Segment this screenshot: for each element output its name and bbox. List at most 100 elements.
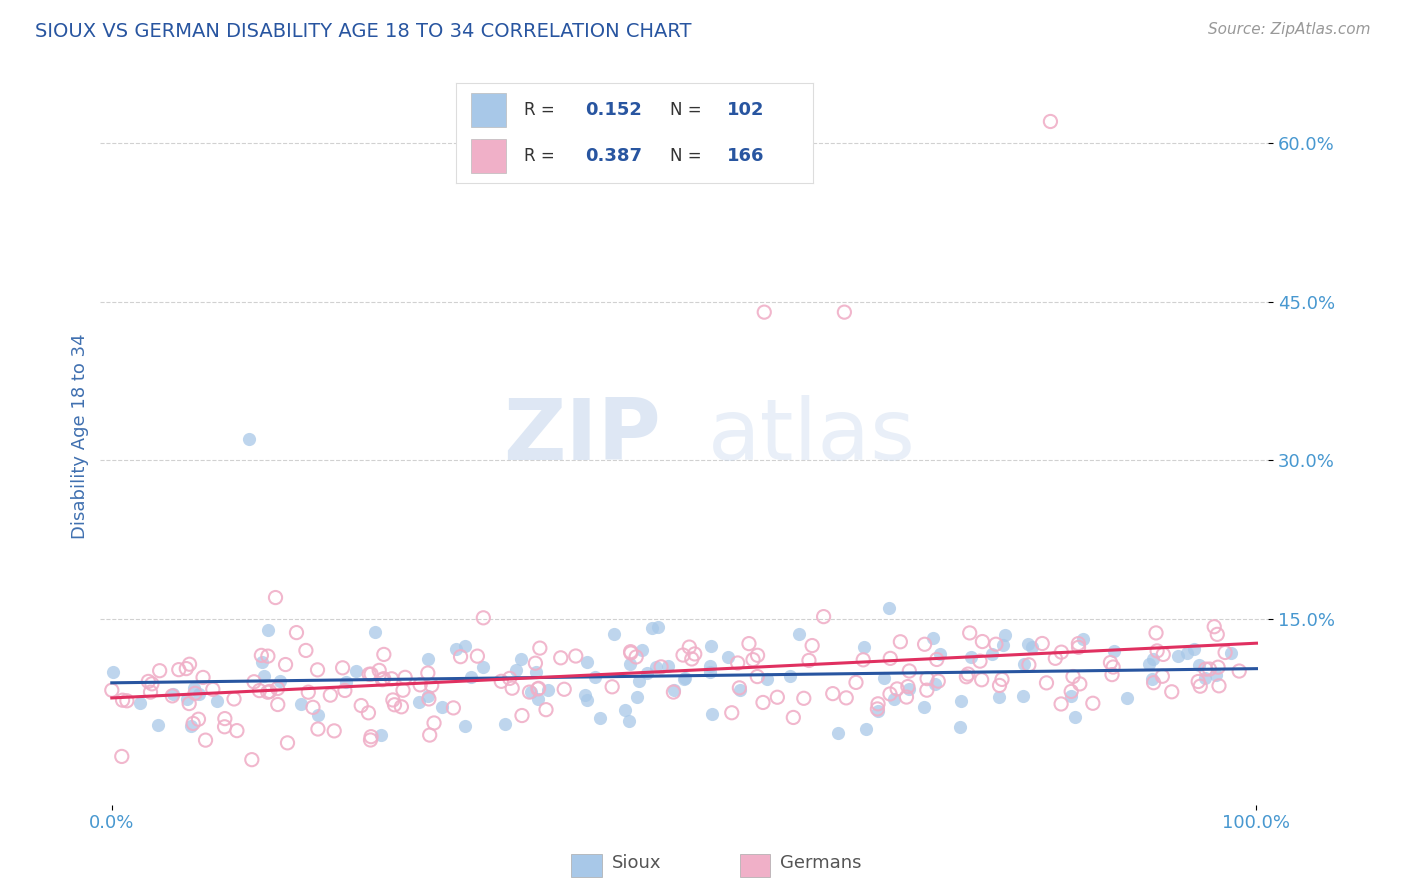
Point	[879, 651, 901, 665]
Point	[373, 672, 395, 686]
Point	[253, 668, 276, 682]
Point	[214, 712, 236, 726]
Point	[1142, 675, 1164, 690]
Point	[394, 670, 416, 684]
Point	[214, 720, 236, 734]
Point	[527, 681, 550, 696]
Point	[898, 664, 921, 678]
Point	[897, 682, 920, 697]
Point	[1204, 620, 1226, 634]
Point	[575, 693, 598, 707]
Point	[1152, 669, 1174, 683]
Point	[959, 649, 981, 664]
Point	[1067, 640, 1090, 655]
Point	[527, 681, 550, 696]
Point	[111, 693, 134, 707]
Point	[949, 720, 972, 734]
Point	[1062, 669, 1084, 683]
Point	[259, 684, 281, 698]
Point	[243, 674, 266, 689]
Point	[162, 687, 184, 701]
Point	[1099, 656, 1122, 670]
Point	[441, 701, 464, 715]
Point	[1206, 660, 1229, 674]
Point	[491, 674, 513, 689]
Point	[1160, 685, 1182, 699]
Point	[1012, 657, 1035, 671]
Point	[1045, 651, 1067, 665]
Point	[381, 672, 404, 686]
Point	[720, 706, 742, 720]
Point	[662, 683, 685, 698]
Point	[921, 631, 943, 645]
Point	[1146, 644, 1168, 658]
Point	[550, 650, 572, 665]
Point	[955, 670, 977, 684]
Point	[111, 749, 134, 764]
Point	[184, 686, 207, 700]
Y-axis label: Disability Age 18 to 34: Disability Age 18 to 34	[72, 334, 89, 540]
Point	[619, 714, 641, 728]
Point	[988, 678, 1011, 692]
Point	[180, 719, 202, 733]
Point	[444, 641, 467, 656]
Point	[472, 660, 495, 674]
Point	[344, 665, 367, 679]
Point	[1167, 648, 1189, 663]
Point	[882, 691, 904, 706]
Point	[835, 690, 858, 705]
Point	[645, 660, 668, 674]
Text: Germans: Germans	[780, 855, 862, 872]
Point	[1102, 660, 1125, 674]
Point	[307, 663, 329, 677]
Point	[1194, 662, 1216, 676]
Point	[657, 659, 679, 673]
Point	[1101, 667, 1123, 681]
Point	[821, 687, 844, 701]
Point	[302, 700, 325, 714]
Point	[1142, 672, 1164, 686]
Point	[914, 637, 936, 651]
Point	[183, 681, 205, 695]
Point	[927, 674, 949, 689]
Point	[222, 692, 245, 706]
Point	[392, 683, 415, 698]
Point	[240, 753, 263, 767]
Point	[319, 688, 342, 702]
Point	[194, 733, 217, 747]
Point	[423, 716, 446, 731]
Point	[162, 689, 184, 703]
Point	[1198, 662, 1220, 676]
Point	[129, 696, 152, 710]
Point	[583, 669, 606, 683]
Point	[257, 623, 280, 637]
Point	[420, 678, 443, 692]
Point	[650, 660, 672, 674]
Point	[1175, 646, 1198, 660]
Point	[912, 699, 935, 714]
Point	[1152, 648, 1174, 662]
Point	[1182, 642, 1205, 657]
Point	[1031, 636, 1053, 650]
Point	[991, 673, 1014, 687]
Point	[101, 683, 124, 698]
Text: ZIP: ZIP	[503, 395, 661, 478]
Point	[368, 664, 391, 678]
Point	[1050, 697, 1073, 711]
Point	[509, 652, 531, 666]
Text: SIOUX VS GERMAN DISABILITY AGE 18 TO 34 CORRELATION CHART: SIOUX VS GERMAN DISABILITY AGE 18 TO 34 …	[35, 22, 692, 41]
Point	[1018, 657, 1040, 672]
Point	[647, 620, 669, 634]
Point	[307, 708, 329, 723]
Point	[980, 647, 1002, 661]
Point	[699, 665, 721, 679]
Point	[364, 625, 387, 640]
Point	[389, 699, 412, 714]
Point	[510, 708, 533, 723]
Point	[1060, 690, 1083, 704]
Point	[501, 681, 523, 696]
Point	[472, 611, 495, 625]
Point	[1017, 637, 1039, 651]
Point	[699, 659, 721, 673]
Point	[782, 710, 804, 724]
